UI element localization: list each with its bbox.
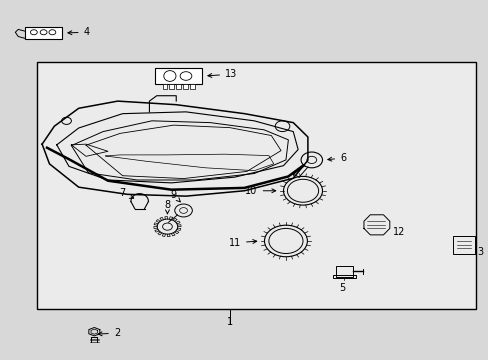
Bar <box>183 84 187 89</box>
Text: 1: 1 <box>226 317 232 327</box>
Text: 11: 11 <box>228 238 256 248</box>
Text: 6: 6 <box>327 153 346 163</box>
Text: 8: 8 <box>164 200 170 214</box>
Bar <box>335 266 352 277</box>
Text: 12: 12 <box>392 227 405 237</box>
Text: 4: 4 <box>68 27 89 37</box>
Bar <box>332 275 355 278</box>
Text: 2: 2 <box>98 328 120 338</box>
Bar <box>169 84 174 89</box>
Bar <box>452 235 474 253</box>
Bar <box>37 62 475 309</box>
Bar <box>155 68 202 84</box>
Text: 7: 7 <box>119 188 133 198</box>
Text: 3: 3 <box>477 247 483 257</box>
Text: 5: 5 <box>338 283 345 293</box>
Text: 10: 10 <box>245 186 275 196</box>
Text: 13: 13 <box>207 69 237 79</box>
Text: 9: 9 <box>170 190 180 202</box>
Bar <box>162 84 167 89</box>
Bar <box>189 84 194 89</box>
Bar <box>25 27 62 40</box>
Bar <box>176 84 181 89</box>
